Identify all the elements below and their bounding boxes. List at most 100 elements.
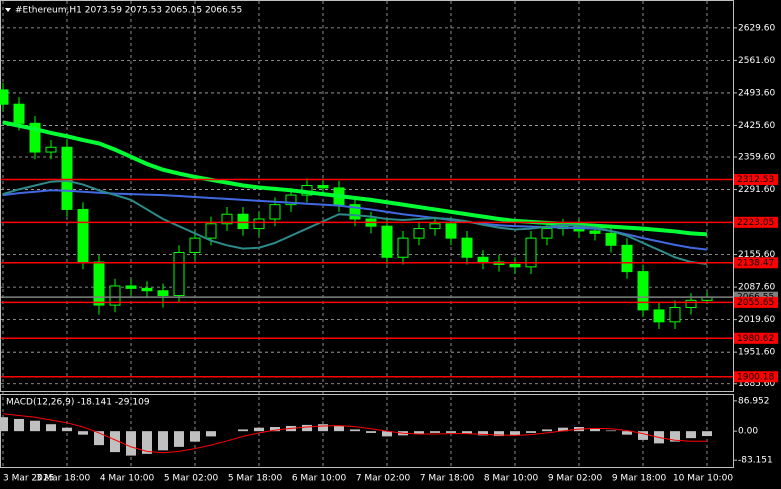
candle-body — [381, 225, 393, 258]
candle-body — [237, 213, 249, 230]
candle-body — [189, 237, 201, 253]
candle-body — [157, 290, 169, 297]
y-tick-label: 86.952 — [738, 396, 770, 406]
x-tick-label: 7 Mar 18:00 — [420, 474, 475, 484]
candle-body — [637, 271, 649, 311]
y-tick-label: 2019.60 — [738, 315, 775, 325]
candle-body — [621, 244, 633, 273]
candle-body — [125, 285, 137, 289]
x-tick-label: 7 Mar 02:00 — [356, 474, 411, 484]
y-tick-label: 1951.60 — [738, 348, 775, 358]
macd-bar — [430, 431, 440, 433]
macd-bar — [190, 431, 200, 442]
macd-bar — [478, 431, 488, 436]
macd-bar — [142, 431, 152, 454]
candle-body — [61, 146, 73, 210]
candle-body — [525, 237, 537, 268]
macd-bar — [0, 417, 8, 432]
macd-bar — [366, 431, 376, 433]
macd-bar — [558, 427, 568, 432]
moving-average — [2, 189, 708, 251]
candle-body — [397, 237, 409, 258]
level-label: 1980.62 — [737, 334, 774, 344]
macd-bar — [462, 431, 472, 434]
macd-title: MACD(12,26,9) -18.141 -29.109 — [6, 398, 150, 408]
candle-body — [77, 208, 89, 263]
candle-body — [45, 146, 57, 153]
candle-body — [461, 237, 473, 258]
x-tick-label: 9 Mar 02:00 — [548, 474, 603, 484]
y-tick-label: 2425.60 — [738, 121, 775, 131]
macd-bar — [702, 431, 712, 437]
macd-bar — [382, 431, 392, 437]
candle-body — [349, 204, 361, 220]
macd-bar — [510, 431, 520, 436]
macd-bar — [14, 418, 24, 432]
macd-bar — [174, 431, 184, 447]
level-label-bg — [734, 296, 778, 308]
macd-bar — [302, 424, 312, 432]
x-tick-label: 6 Mar 10:00 — [292, 474, 347, 484]
candle-body — [685, 299, 697, 308]
y-tick-label: 2087.60 — [738, 283, 775, 293]
candle-body — [605, 232, 617, 246]
macd-bar — [350, 429, 360, 432]
y-tick-label: -83.151 — [738, 456, 773, 466]
candle-body — [413, 228, 425, 239]
level-label: 2055.65 — [737, 298, 774, 308]
candle-body — [429, 223, 441, 230]
candle-body — [205, 223, 217, 239]
candle-body — [317, 185, 329, 189]
menu-arrow[interactable] — [5, 8, 11, 12]
candle-body — [285, 194, 297, 206]
macd-bar — [622, 431, 632, 435]
signal-line — [2, 413, 707, 454]
candle-body — [0, 89, 9, 105]
macd-bar — [494, 431, 504, 437]
macd-bar — [206, 431, 216, 437]
level-label-bg — [734, 371, 778, 383]
candle-body — [141, 287, 153, 292]
candle-body — [509, 263, 521, 268]
macd-bar — [94, 431, 104, 446]
candle-body — [445, 223, 457, 239]
x-tick-label: 4 Mar 10:00 — [100, 474, 155, 484]
candle-body — [253, 218, 265, 230]
y-tick-label: 2291.60 — [738, 185, 775, 195]
candle-body — [93, 261, 105, 306]
x-tick-label: 5 Mar 02:00 — [164, 474, 219, 484]
x-tick-label: 8 Mar 10:00 — [484, 474, 539, 484]
level-label: 2138.47 — [737, 258, 774, 268]
candle-body — [269, 204, 281, 220]
macd-bar — [238, 429, 248, 432]
macd-bar — [62, 427, 72, 432]
macd-bar — [606, 430, 616, 432]
candle-body — [669, 306, 681, 323]
macd-bar — [526, 431, 536, 433]
macd-bar — [542, 429, 552, 432]
candle-body — [29, 122, 41, 153]
candle-body — [477, 256, 489, 263]
macd-bar — [334, 425, 344, 432]
candle-body — [109, 285, 121, 306]
macd-bar — [590, 428, 600, 432]
x-tick-label: 5 Mar 18:00 — [228, 474, 283, 484]
macd-bar — [254, 427, 264, 432]
macd-bar — [46, 424, 56, 432]
x-tick-label: 3 Mar 18:00 — [36, 474, 91, 484]
macd-bar — [414, 431, 424, 434]
y-tick-label: 2629.60 — [738, 23, 775, 33]
macd-bar — [686, 431, 696, 439]
macd-bar — [126, 431, 136, 456]
macd-bar — [30, 420, 40, 432]
x-tick-label: 9 Mar 18:00 — [612, 474, 667, 484]
macd-bar — [446, 431, 456, 433]
moving-average — [2, 179, 708, 265]
candle-body — [221, 213, 233, 225]
level-label: 1900.18 — [737, 372, 774, 382]
chart-title: #Ethereum,H1 2073.59 2075.53 2065.15 206… — [15, 6, 242, 16]
y-tick-label: 1885.60 — [738, 379, 775, 389]
level-label: 2312.53 — [737, 175, 774, 185]
macd-bar — [270, 426, 280, 432]
